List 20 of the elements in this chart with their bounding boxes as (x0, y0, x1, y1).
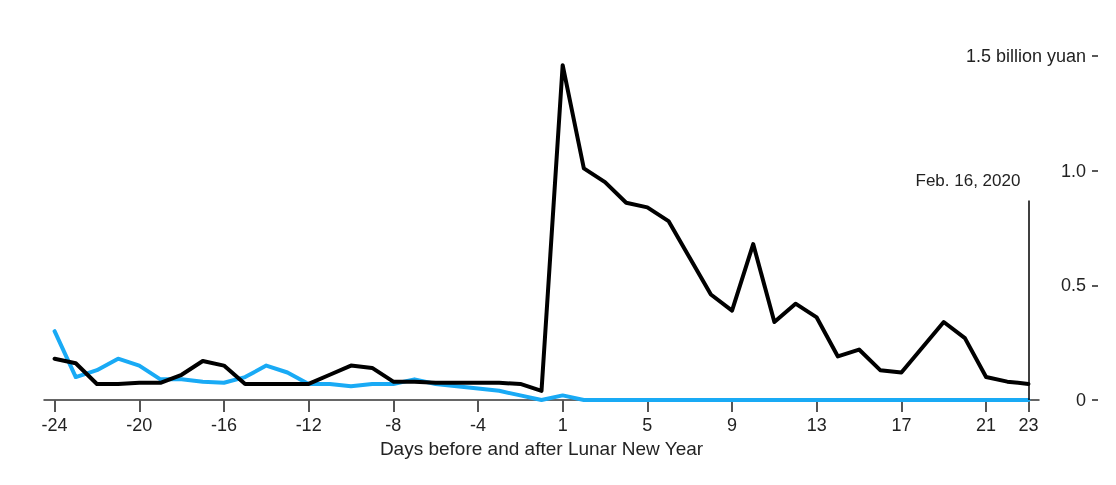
x-tick-label: -4 (469, 415, 486, 435)
y-tick-label: 0.5 (1060, 275, 1086, 296)
x-tick-label: 21 (976, 415, 997, 435)
x-tick-label: -8 (385, 415, 402, 435)
x-tick-label: -12 (295, 415, 322, 435)
x-tick-label: 17 (891, 415, 912, 435)
line-series (52, 329, 1031, 402)
x-tick-label: -16 (210, 415, 237, 435)
y-tick-label: 1.5 billion yuan (965, 46, 1086, 66)
x-tick-label: 13 (806, 415, 827, 435)
x-tick-label: 1 (557, 415, 568, 435)
x-axis-title: Days before and after Lunar New Year (379, 437, 704, 459)
x-tick-label: -24 (41, 415, 68, 435)
x-tick-label: 23 (1018, 415, 1039, 435)
y-tick-label: 1.0 (1060, 160, 1086, 181)
x-tick-label: 9 (727, 415, 738, 435)
ref-line-label: Feb. 16, 2020 (915, 171, 1021, 191)
x-tick-label: 5 (642, 415, 653, 435)
y-tick-label: 0 (1075, 390, 1086, 410)
x-tick-label: -20 (126, 415, 153, 435)
